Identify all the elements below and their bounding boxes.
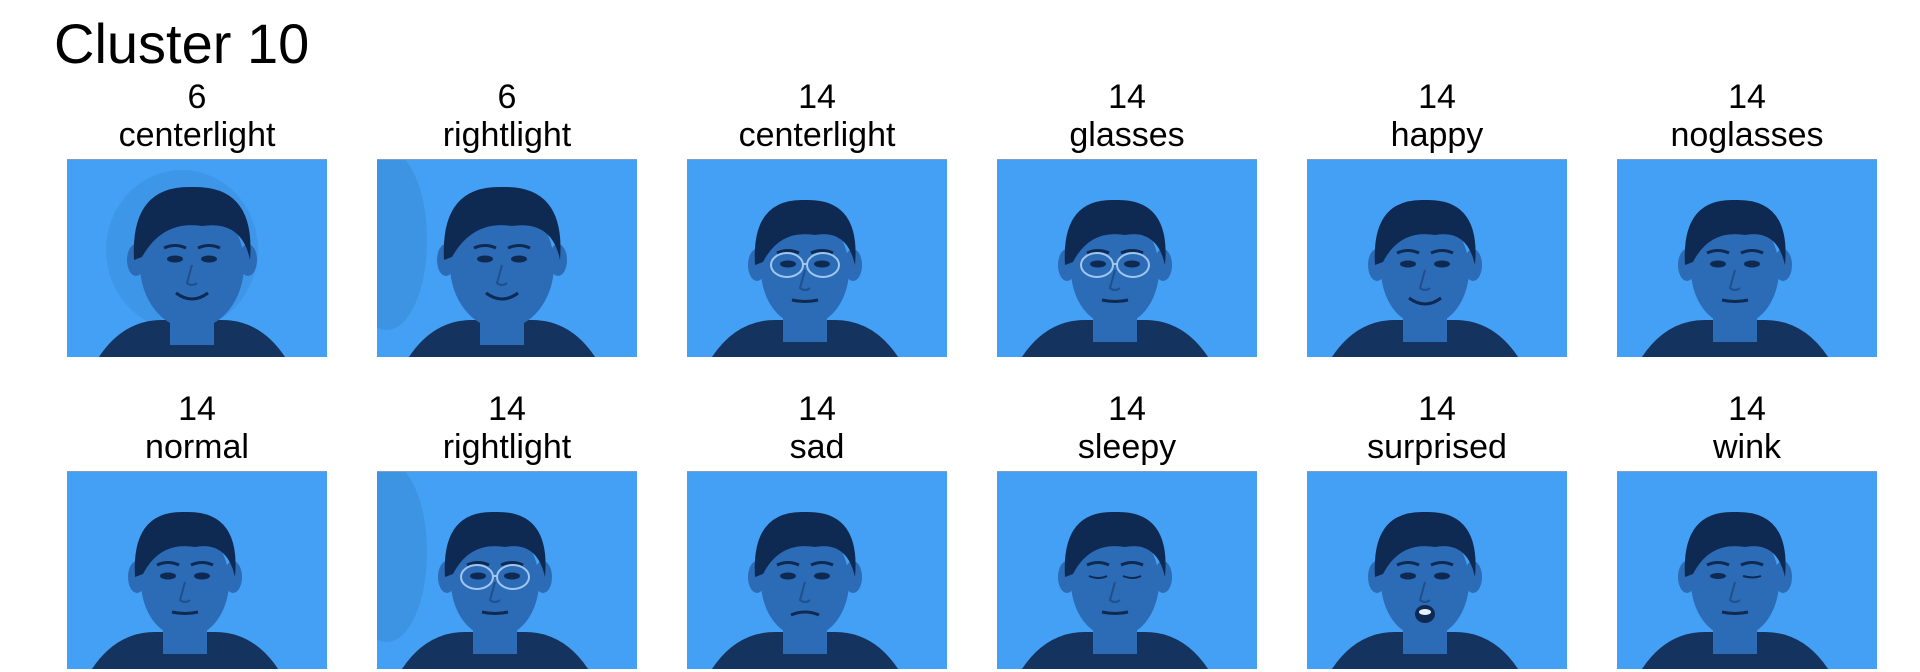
face-tile: 14 noglasses (1616, 78, 1878, 358)
face-photo (1617, 159, 1877, 357)
tile-caption: 14 happy (1306, 78, 1568, 158)
condition-label: wink (1712, 428, 1782, 466)
face-image (377, 472, 588, 669)
face-photo (997, 471, 1257, 669)
tile-caption: 14 surprised (1306, 390, 1568, 470)
tile-caption: 14 wink (1616, 390, 1878, 470)
face-tile: 14 happy (1306, 78, 1568, 358)
condition-label: centerlight (118, 116, 276, 154)
face-photo (1617, 471, 1877, 669)
face-image (92, 511, 278, 669)
condition-label: happy (1390, 116, 1484, 154)
tile-caption: 6 centerlight (66, 78, 328, 158)
face-image (1332, 199, 1518, 357)
face-tile: 6 rightlight (376, 78, 638, 358)
face-image (1022, 199, 1208, 357)
condition-label: sleepy (1077, 428, 1177, 466)
subject-label: 14 (1418, 390, 1456, 428)
face-photo (687, 159, 947, 357)
face-photo (687, 471, 947, 669)
face-photo (67, 159, 327, 357)
condition-label: sad (789, 428, 845, 466)
subject-label: 14 (1728, 390, 1766, 428)
face-tile: 14 sad (686, 390, 948, 670)
face-image (1642, 511, 1828, 669)
condition-label: centerlight (738, 116, 896, 154)
tile-caption: 14 rightlight (376, 390, 638, 470)
face-image (1022, 511, 1208, 669)
subject-label: 14 (798, 390, 836, 428)
face-photo (377, 159, 637, 357)
subject-label: 6 (497, 78, 517, 116)
tile-caption: 14 glasses (996, 78, 1258, 158)
face-tile: 14 glasses (996, 78, 1258, 358)
subject-label: 14 (1108, 390, 1146, 428)
face-image (1332, 511, 1518, 669)
tile-caption: 14 noglasses (1616, 78, 1878, 158)
face-image (1642, 199, 1828, 357)
tile-caption: 6 rightlight (376, 78, 638, 158)
subject-label: 6 (187, 78, 207, 116)
subject-label: 14 (798, 78, 836, 116)
face-image (99, 170, 285, 357)
face-image-grid: 6 centerlight 6 rightlight 14 centerligh… (66, 78, 1878, 670)
face-photo (1307, 471, 1567, 669)
tile-caption: 14 normal (66, 390, 328, 470)
face-tile: 6 centerlight (66, 78, 328, 358)
face-photo (67, 471, 327, 669)
face-tile: 14 rightlight (376, 390, 638, 670)
face-tile: 14 centerlight (686, 78, 948, 358)
subject-label: 14 (1728, 78, 1766, 116)
face-tile: 14 wink (1616, 390, 1878, 670)
face-image (712, 199, 898, 357)
face-photo (1307, 159, 1567, 357)
tile-caption: 14 sad (686, 390, 948, 470)
subject-label: 14 (1108, 78, 1146, 116)
condition-label: surprised (1367, 428, 1507, 466)
face-tile: 14 normal (66, 390, 328, 670)
face-image (712, 511, 898, 669)
face-tile: 14 surprised (1306, 390, 1568, 670)
face-image (377, 160, 595, 357)
condition-label: normal (145, 428, 249, 466)
condition-label: rightlight (442, 428, 572, 466)
condition-label: noglasses (1670, 116, 1824, 154)
subject-label: 14 (1418, 78, 1456, 116)
figure-title: Cluster 10 (54, 12, 310, 75)
condition-label: glasses (1069, 116, 1185, 154)
face-photo (377, 471, 637, 669)
condition-label: rightlight (442, 116, 572, 154)
face-tile: 14 sleepy (996, 390, 1258, 670)
tile-caption: 14 sleepy (996, 390, 1258, 470)
face-photo (997, 159, 1257, 357)
subject-label: 14 (178, 390, 216, 428)
subject-label: 14 (488, 390, 526, 428)
tile-caption: 14 centerlight (686, 78, 948, 158)
